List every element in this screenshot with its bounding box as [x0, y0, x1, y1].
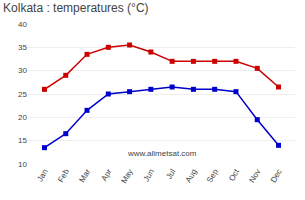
svg-text:30: 30 — [18, 66, 27, 75]
svg-text:Sep: Sep — [205, 167, 220, 184]
svg-text:10: 10 — [18, 160, 27, 169]
svg-text:Nov: Nov — [248, 168, 263, 185]
svg-text:Jan: Jan — [35, 168, 49, 184]
svg-text:35: 35 — [18, 43, 27, 52]
svg-text:25: 25 — [18, 90, 27, 99]
svg-text:Mar: Mar — [78, 167, 93, 184]
svg-text:Kolkata : temperatures (°C): Kolkata : temperatures (°C) — [3, 1, 149, 15]
svg-text:May: May — [119, 168, 134, 186]
svg-text:40: 40 — [18, 20, 27, 29]
svg-text:15: 15 — [18, 136, 27, 145]
svg-text:Jul: Jul — [164, 167, 177, 181]
svg-text:Oct: Oct — [227, 167, 241, 183]
svg-text:Aug: Aug — [184, 168, 199, 185]
svg-text:Feb: Feb — [56, 167, 71, 184]
svg-text:Dec: Dec — [269, 168, 284, 185]
svg-text:Jun: Jun — [142, 168, 156, 184]
svg-text:www.allmetsat.com: www.allmetsat.com — [127, 149, 197, 158]
svg-text:Apr: Apr — [99, 167, 113, 183]
svg-text:20: 20 — [18, 113, 27, 122]
